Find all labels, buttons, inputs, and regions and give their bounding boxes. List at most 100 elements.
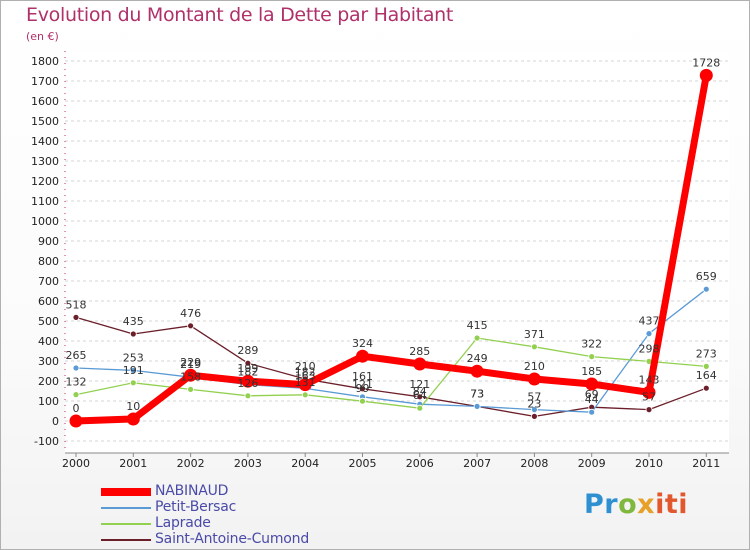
data-point bbox=[699, 68, 713, 82]
x-tick-label: 2004 bbox=[291, 457, 319, 470]
data-label: 185 bbox=[581, 365, 602, 378]
data-label: 273 bbox=[696, 347, 717, 360]
data-label: 253 bbox=[123, 351, 144, 364]
data-label: 161 bbox=[352, 370, 373, 383]
y-tick-label: 600 bbox=[38, 295, 59, 308]
data-label: 99 bbox=[356, 382, 370, 395]
x-tick-label: 2011 bbox=[692, 457, 720, 470]
data-point bbox=[359, 397, 366, 405]
data-label: 73 bbox=[470, 387, 484, 400]
data-label: 298 bbox=[639, 342, 660, 355]
data-point bbox=[72, 313, 80, 321]
x-tick-label: 2009 bbox=[578, 457, 606, 470]
data-point bbox=[129, 366, 137, 374]
x-tick-label: 2001 bbox=[119, 457, 147, 470]
data-point bbox=[244, 359, 252, 367]
legend-swatch-nabinaud bbox=[101, 488, 151, 496]
series-line-laprade bbox=[75, 337, 707, 409]
legend-label: NABINAUD bbox=[155, 483, 229, 499]
x-tick-label: 2010 bbox=[635, 457, 663, 470]
logo-part: x bbox=[637, 489, 656, 520]
data-point bbox=[645, 406, 653, 414]
legend-label: Petit-Bersac bbox=[155, 499, 237, 515]
data-label: 126 bbox=[237, 377, 258, 390]
x-tick-label: 2008 bbox=[520, 457, 548, 470]
data-point bbox=[702, 285, 710, 293]
series-line-saint-antoine-cumond bbox=[75, 316, 707, 418]
data-label: 415 bbox=[467, 319, 488, 332]
data-point bbox=[473, 402, 481, 410]
data-point bbox=[187, 322, 195, 330]
data-point bbox=[413, 357, 427, 371]
data-label: 69 bbox=[585, 388, 599, 401]
data-label: 64 bbox=[413, 389, 427, 402]
data-label: 371 bbox=[524, 328, 545, 341]
data-label: 476 bbox=[180, 307, 201, 320]
legend-swatch-laprade bbox=[101, 523, 151, 525]
y-tick-label: 700 bbox=[38, 275, 59, 288]
data-label: 57 bbox=[527, 391, 541, 404]
y-tick-label: 1600 bbox=[31, 95, 59, 108]
data-point bbox=[531, 343, 538, 351]
data-label: 289 bbox=[237, 344, 258, 357]
data-label: 84 bbox=[413, 385, 427, 398]
data-label: 182 bbox=[237, 366, 258, 379]
y-tick-label: 500 bbox=[38, 315, 59, 328]
y-tick-label: 400 bbox=[38, 335, 59, 348]
legend-label: Saint-Antoine-Cumond bbox=[155, 531, 310, 547]
data-point bbox=[184, 368, 198, 382]
data-point bbox=[527, 372, 541, 386]
data-label: 44 bbox=[585, 393, 599, 406]
data-point bbox=[298, 378, 312, 392]
logo-part: iti bbox=[655, 489, 689, 520]
data-label: 518 bbox=[66, 298, 87, 311]
data-point bbox=[129, 379, 137, 387]
data-label: 10 bbox=[126, 400, 140, 413]
chart-title: Evolution du Montant de la Dette par Hab… bbox=[26, 4, 454, 26]
data-label: 322 bbox=[581, 338, 602, 351]
data-point bbox=[642, 385, 656, 399]
x-tick-label: 2006 bbox=[406, 457, 434, 470]
legend-swatch-petit-bersac bbox=[101, 507, 151, 509]
data-point bbox=[470, 364, 484, 378]
data-label: 143 bbox=[639, 373, 660, 386]
y-tick-label: 1400 bbox=[31, 135, 59, 148]
data-point bbox=[301, 391, 309, 399]
data-label: 1728 bbox=[692, 56, 720, 69]
logo-part: Pr bbox=[584, 489, 619, 520]
data-label: 219 bbox=[180, 358, 201, 371]
y-tick-label: 1500 bbox=[31, 115, 59, 128]
proxiti-logo: Proxiti bbox=[584, 489, 688, 520]
data-point bbox=[531, 406, 538, 414]
data-point bbox=[356, 349, 369, 363]
data-label: 285 bbox=[409, 345, 430, 358]
data-point bbox=[126, 412, 140, 426]
x-tick-label: 2000 bbox=[62, 457, 90, 470]
data-label: 158 bbox=[180, 370, 201, 383]
data-label: 199 bbox=[237, 362, 258, 375]
data-point bbox=[473, 334, 481, 342]
data-point bbox=[416, 393, 424, 401]
data-point bbox=[645, 330, 653, 338]
y-tick-label: 900 bbox=[38, 235, 59, 248]
data-point bbox=[187, 385, 195, 393]
x-tick-label: 2007 bbox=[463, 457, 491, 470]
data-point bbox=[702, 384, 710, 392]
data-label: 659 bbox=[696, 270, 717, 283]
legend-label: Laprade bbox=[155, 515, 211, 531]
data-point bbox=[129, 330, 137, 338]
logo-part: o bbox=[618, 489, 638, 520]
chart-subtitle: (en €) bbox=[26, 30, 59, 43]
data-label: 435 bbox=[123, 315, 144, 328]
data-label: 57 bbox=[642, 391, 656, 404]
data-label: 73 bbox=[470, 387, 484, 400]
data-point bbox=[72, 364, 80, 372]
x-tick-label: 2002 bbox=[177, 457, 205, 470]
data-label: 163 bbox=[295, 369, 316, 382]
data-label: 249 bbox=[467, 352, 488, 365]
data-point bbox=[244, 392, 252, 400]
data-label: 229 bbox=[180, 356, 201, 369]
series-line-petit-bersac bbox=[75, 288, 707, 413]
